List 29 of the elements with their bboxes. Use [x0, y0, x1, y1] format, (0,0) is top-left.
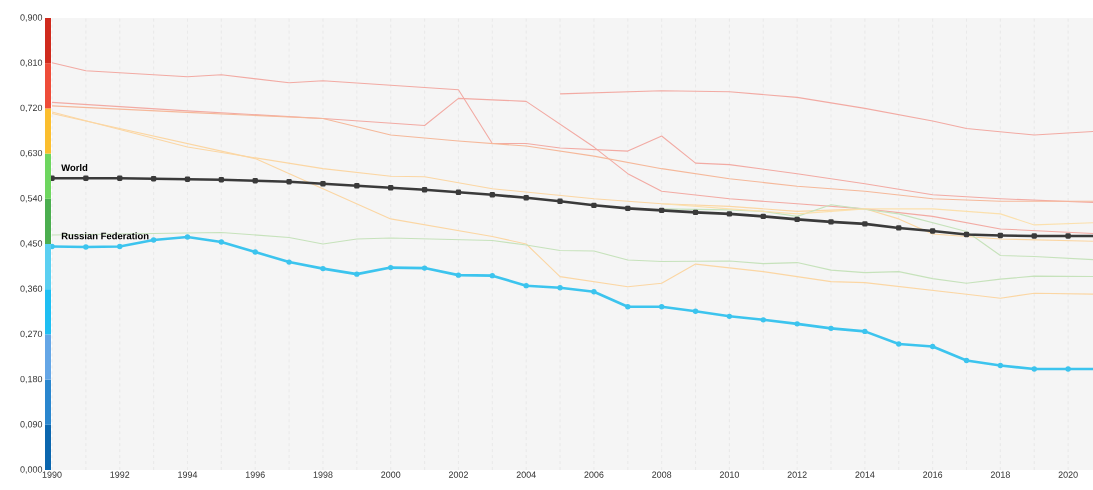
y-tick-label: 0,270	[20, 330, 43, 339]
y-tick-label: 0,810	[20, 59, 43, 67]
y-tick-label: 0,900	[20, 14, 43, 22]
x-tick-label: 2010	[719, 471, 740, 478]
x-tick-label: 2006	[584, 471, 604, 478]
y-tick-label: 0,630	[20, 149, 43, 158]
x-tick-label: 1990	[42, 471, 62, 478]
y-tick-label: 0,450	[20, 240, 43, 248]
x-tick-label: 2018	[990, 471, 1010, 478]
y-tick-label: 0,720	[20, 104, 43, 113]
x-tick-label: 2008	[652, 471, 672, 478]
x-tick-label: 2016	[923, 471, 943, 478]
y-tick-label: 0,180	[20, 375, 43, 384]
series-label: Russian Federation	[61, 232, 149, 240]
x-tick-label: 1996	[245, 471, 265, 478]
x-tick-label: 1992	[110, 471, 130, 478]
y-tick-label: 0,090	[20, 421, 43, 429]
x-tick-label: 2004	[516, 471, 536, 478]
y-tick-label: 0,360	[20, 285, 43, 293]
x-tick-label: 1998	[313, 471, 333, 478]
x-tick-label: 2002	[448, 471, 468, 478]
y-tick-label: 0,540	[20, 195, 43, 203]
x-tick-label: 1994	[178, 471, 198, 478]
x-tick-label: 2000	[381, 471, 401, 478]
x-tick-label: 2014	[855, 471, 875, 478]
x-tick-label: 2020	[1058, 471, 1078, 478]
series-label: World	[61, 164, 88, 172]
y-tick-label: 0,000	[20, 466, 43, 474]
x-tick-label: 2012	[787, 471, 807, 478]
